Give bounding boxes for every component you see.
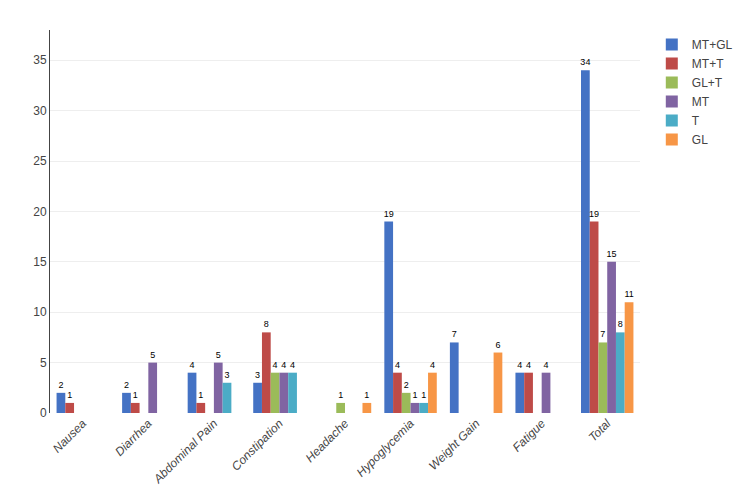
svg-text:2: 2 [404,380,409,390]
svg-text:20: 20 [33,205,47,219]
svg-text:25: 25 [33,154,47,168]
svg-text:3: 3 [224,370,229,380]
svg-text:6: 6 [495,340,500,350]
svg-text:30: 30 [33,104,47,118]
svg-text:2: 2 [124,380,129,390]
svg-text:Hypoglycemia: Hypoglycemia [354,416,417,479]
svg-text:MT: MT [692,95,710,109]
svg-text:8: 8 [264,319,269,329]
svg-text:Weight Gain: Weight Gain [426,416,483,473]
svg-text:11: 11 [624,289,633,299]
svg-text:5: 5 [40,356,47,370]
svg-text:4: 4 [544,360,549,370]
svg-text:Total: Total [586,416,614,444]
svg-text:1: 1 [412,390,417,400]
svg-text:35: 35 [33,53,47,67]
svg-text:34: 34 [580,57,590,67]
svg-text:Abdominal Pain: Abdominal Pain [150,416,220,486]
svg-text:1: 1 [338,390,343,400]
svg-text:4: 4 [190,360,195,370]
svg-text:Constipation: Constipation [229,416,286,473]
svg-text:3: 3 [255,370,260,380]
svg-text:0: 0 [40,406,47,420]
svg-text:GL: GL [692,133,708,147]
svg-text:4: 4 [290,360,295,370]
svg-text:4: 4 [281,360,286,370]
svg-text:1: 1 [364,390,369,400]
svg-text:1: 1 [67,390,72,400]
svg-text:1: 1 [421,390,426,400]
svg-text:4: 4 [517,360,522,370]
svg-text:MT+GL: MT+GL [692,38,733,52]
svg-text:8: 8 [618,319,623,329]
svg-text:5: 5 [150,350,155,360]
svg-text:5: 5 [216,350,221,360]
svg-text:GL+T: GL+T [692,76,723,90]
svg-text:Nausea: Nausea [50,416,89,455]
svg-text:4: 4 [273,360,278,370]
svg-text:4: 4 [395,360,400,370]
svg-text:19: 19 [589,209,599,219]
svg-text:1: 1 [133,390,138,400]
svg-text:4: 4 [430,360,435,370]
svg-text:T: T [692,114,700,128]
svg-text:7: 7 [600,329,605,339]
svg-text:MT+T: MT+T [692,57,724,71]
svg-text:15: 15 [607,249,617,259]
svg-text:Diarrhea: Diarrhea [112,416,155,459]
svg-text:10: 10 [33,305,47,319]
svg-text:4: 4 [526,360,531,370]
svg-text:Fatigue: Fatigue [510,416,548,454]
svg-text:2: 2 [58,380,63,390]
svg-text:7: 7 [452,329,457,339]
svg-text:1: 1 [198,390,203,400]
svg-text:15: 15 [33,255,47,269]
svg-text:19: 19 [384,209,394,219]
svg-text:Headache: Headache [303,416,352,465]
